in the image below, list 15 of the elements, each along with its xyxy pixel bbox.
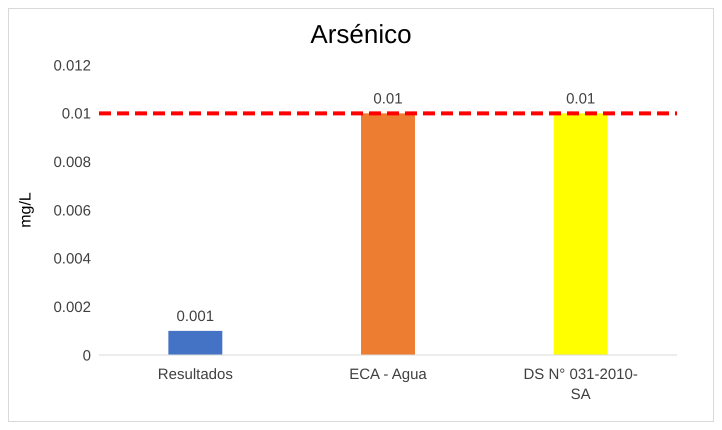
x-tick-label: DS N° 031-2010-SA — [523, 366, 638, 403]
x-tick-label: ECA - Agua — [349, 366, 428, 383]
y-tick-label: 0.002 — [53, 298, 91, 316]
y-tick-label: 0.004 — [53, 250, 91, 268]
y-axis-title: mg/L — [18, 192, 35, 228]
y-tick-label: 0.006 — [53, 202, 91, 220]
y-tick-label: 0 — [82, 347, 91, 364]
chart-title: Arsénico — [309, 19, 413, 51]
x-tick-label: Resultados — [158, 366, 233, 383]
y-tick-label: 0.008 — [53, 154, 91, 171]
y-tick-label: 0.012 — [53, 57, 91, 74]
data-label: 0.01 — [373, 90, 403, 108]
y-tick-label: 0.01 — [62, 106, 91, 123]
data-label: 0.001 — [176, 308, 214, 325]
data-label: 0.01 — [566, 90, 596, 108]
